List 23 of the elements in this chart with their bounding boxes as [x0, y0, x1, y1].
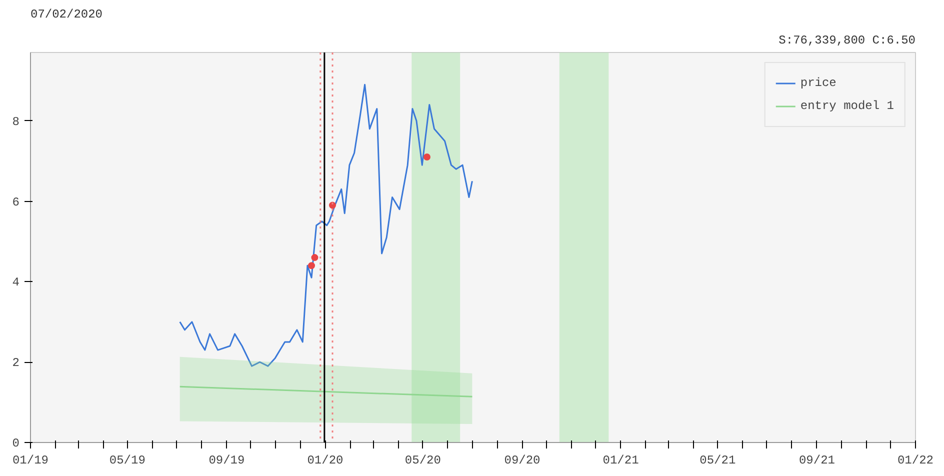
y-tick-label: 2	[12, 356, 20, 370]
x-tick-label: 09/20	[504, 454, 540, 468]
x-tick-label: 01/21	[602, 454, 639, 468]
chart-title: 07/02/2020	[30, 8, 103, 22]
x-tick-label: 01/19	[12, 454, 49, 468]
y-tick-label: 0	[12, 436, 20, 450]
x-tick-label: 09/21	[798, 454, 835, 468]
line-series	[179, 84, 473, 367]
x-tick-label: 09/19	[208, 454, 245, 468]
x-tick-label: 01/22	[897, 454, 934, 468]
legend-label: entry model 1	[800, 99, 894, 113]
chart-subtitle: S:76,339,800 C:6.50	[778, 34, 916, 48]
x-tick-label: 05/19	[109, 454, 146, 468]
y-tick-label: 6	[12, 195, 20, 210]
legend-label: price	[800, 76, 836, 90]
x-tick-label: 05/21	[700, 454, 736, 468]
point	[423, 154, 430, 161]
x-tick-label: 01/20	[307, 454, 344, 468]
x-tick-label: 05/20	[404, 454, 441, 468]
y-tick-label: 8	[12, 114, 20, 129]
point	[308, 262, 316, 270]
point	[311, 254, 318, 262]
y-tick-label: 4	[12, 276, 20, 290]
